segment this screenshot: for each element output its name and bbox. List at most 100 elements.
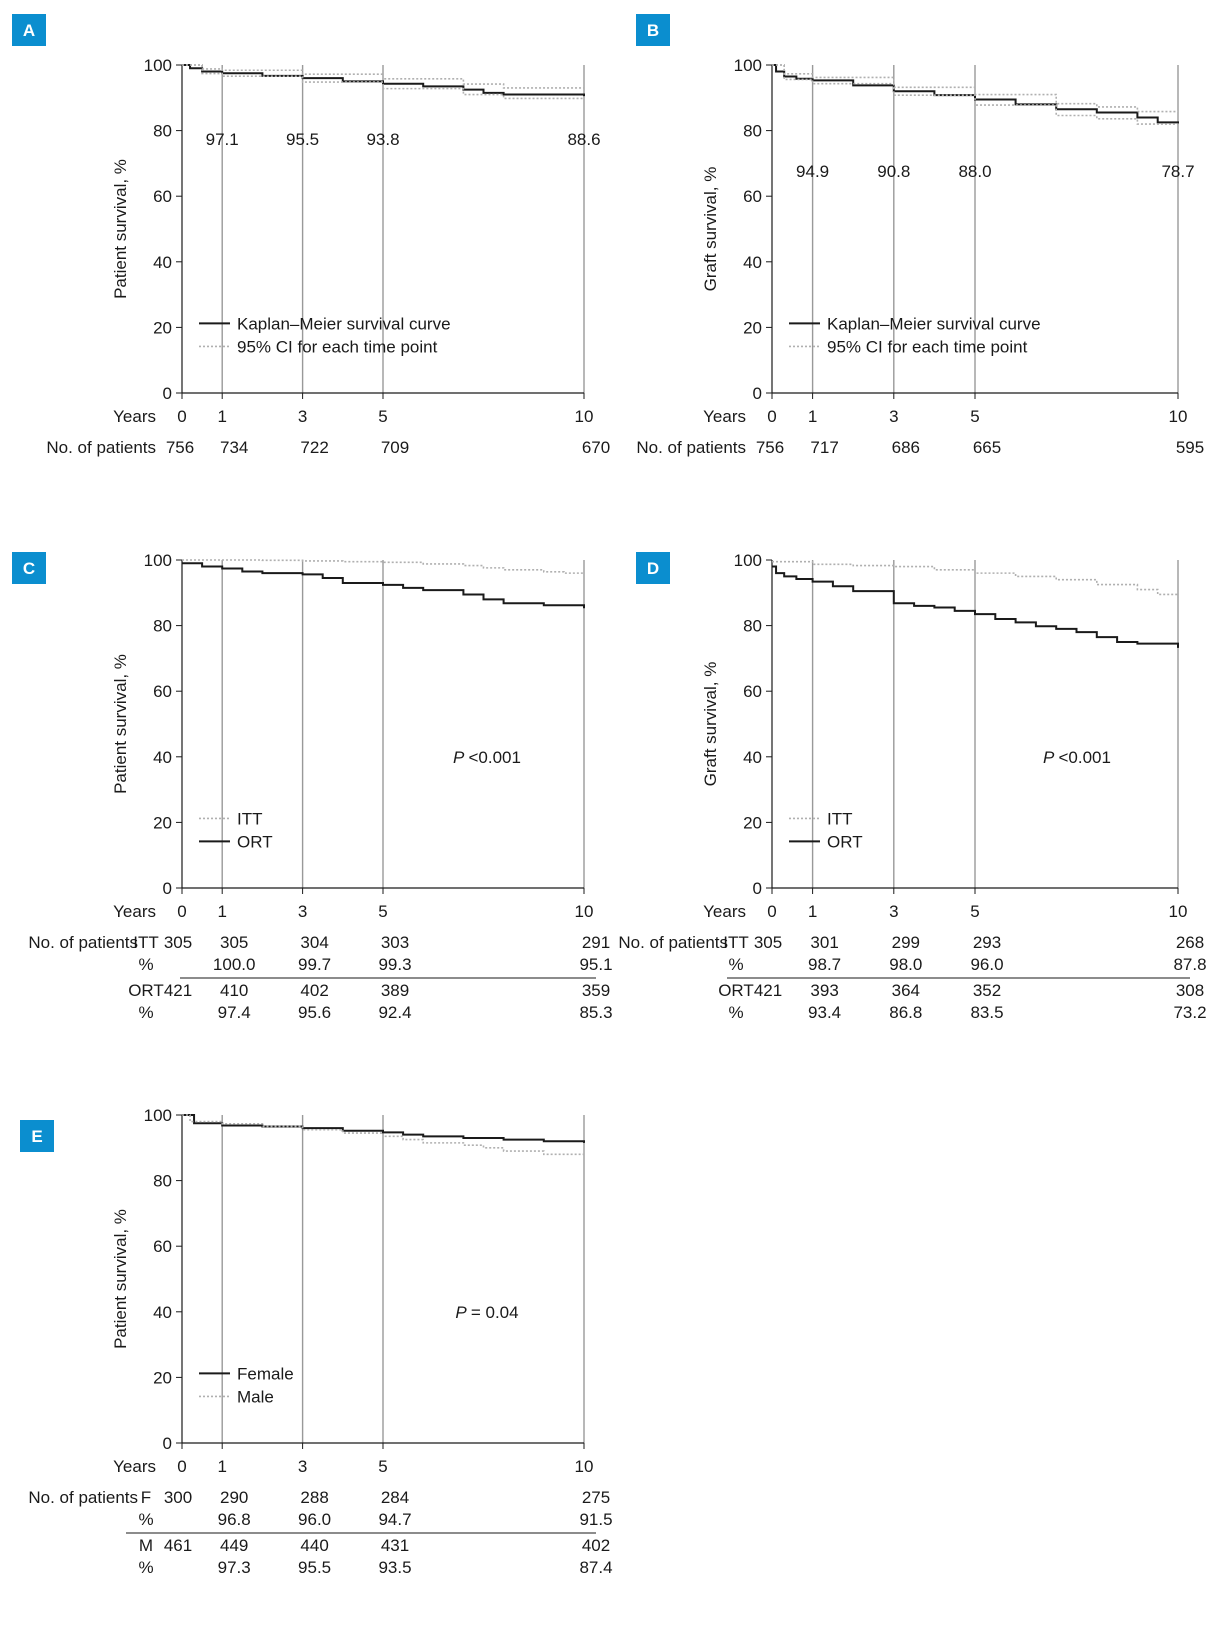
y-tick-label: 40 xyxy=(743,748,762,767)
table-cell: 308 xyxy=(1176,981,1204,1000)
legend-label: Male xyxy=(237,1387,274,1406)
table-cell: 431 xyxy=(381,1536,409,1555)
table-cell: 73.2 xyxy=(1173,1003,1206,1022)
x-tick-label: 0 xyxy=(767,407,776,426)
table-cell: 364 xyxy=(892,981,920,1000)
y-tick-label: 60 xyxy=(743,187,762,206)
x-tick-label: 10 xyxy=(575,407,594,426)
survival-annotation: 95.5 xyxy=(286,130,319,149)
table-cell: 756 xyxy=(756,438,784,457)
table-cell: 717 xyxy=(810,438,838,457)
legend-label: ORT xyxy=(237,832,273,851)
table-cell: 352 xyxy=(973,981,1001,1000)
y-tick-label: 20 xyxy=(743,813,762,832)
y-tick-label: 20 xyxy=(153,318,172,337)
table-cell: 421 xyxy=(164,981,192,1000)
table-cell: 421 xyxy=(754,981,782,1000)
y-tick-label: 0 xyxy=(163,384,172,403)
panel-badge-letter: B xyxy=(647,21,659,40)
table-cell: 275 xyxy=(582,1488,610,1507)
panel-badge xyxy=(12,14,46,46)
x-tick-label: 1 xyxy=(217,902,226,921)
table-cell: 87.4 xyxy=(579,1558,612,1577)
survival-annotation: 88.0 xyxy=(958,162,991,181)
x-tick-label: 10 xyxy=(575,1457,594,1476)
table-cell: 722 xyxy=(300,438,328,457)
table-group-label: % xyxy=(138,1003,153,1022)
table-cell: 97.4 xyxy=(218,1003,251,1022)
p-value-label: P = 0.04 xyxy=(455,1303,518,1322)
survival-annotation: 94.9 xyxy=(796,162,829,181)
panel-e: E 0 20 40 60 80 100 0 1 3 5 10 Patient survival, % P … xyxy=(20,1106,613,1577)
table-cell: 98.0 xyxy=(889,955,922,974)
table-cell: 301 xyxy=(810,933,838,952)
legend-label: 95% CI for each time point xyxy=(237,337,438,356)
table-group-label: M xyxy=(139,1536,153,1555)
table-group-label: % xyxy=(138,955,153,974)
table-cell: 100.0 xyxy=(213,955,256,974)
legend-label: 95% CI for each time point xyxy=(827,337,1028,356)
legend-label: Kaplan–Meier survival curve xyxy=(237,314,451,333)
x-tick-label: 1 xyxy=(808,902,817,921)
y-tick-label: 40 xyxy=(153,253,172,272)
table-cell: 91.5 xyxy=(579,1510,612,1529)
table-cell: 93.4 xyxy=(808,1003,841,1022)
table-cell: 756 xyxy=(166,438,194,457)
table-cell: 734 xyxy=(220,438,248,457)
survival-annotation: 97.1 xyxy=(206,130,239,149)
table-cell: 410 xyxy=(220,981,248,1000)
y-tick-label: 80 xyxy=(153,617,172,636)
table-row-label: No. of patients xyxy=(636,438,746,457)
series-line xyxy=(772,565,1179,648)
table-cell: 95.6 xyxy=(298,1003,331,1022)
y-tick-label: 0 xyxy=(163,1434,172,1453)
x-tick-label: 1 xyxy=(217,1457,226,1476)
x-tick-label: 1 xyxy=(217,407,226,426)
table-row-label: No. of patients xyxy=(46,438,156,457)
y-tick-label: 100 xyxy=(734,551,762,570)
x-tick-label: 5 xyxy=(378,407,387,426)
y-tick-label: 0 xyxy=(163,879,172,898)
x-tick-label: 10 xyxy=(575,902,594,921)
panel-badge-letter: D xyxy=(647,559,659,578)
table-cell: 99.7 xyxy=(298,955,331,974)
table-cell: 299 xyxy=(892,933,920,952)
p-value-label: P <0.001 xyxy=(453,748,521,767)
legend-label: ORT xyxy=(827,832,863,851)
y-axis-label: Patient survival, % xyxy=(111,159,130,299)
table-row-label: No. of patients xyxy=(28,933,138,952)
table-group-label: % xyxy=(138,1558,153,1577)
y-tick-label: 100 xyxy=(734,56,762,75)
table-cell: 87.8 xyxy=(1173,955,1206,974)
x-tick-label: 3 xyxy=(889,902,898,921)
y-axis-label: Patient survival, % xyxy=(111,654,130,794)
table-cell: 95.1 xyxy=(579,955,612,974)
table-cell: 92.4 xyxy=(378,1003,411,1022)
panel-a: A 0 20 40 60 80 100 0 1 3 5 10 Patient survival, % 97… xyxy=(12,14,610,457)
series-line xyxy=(772,560,1179,601)
panel-badge xyxy=(12,552,46,584)
y-tick-label: 80 xyxy=(153,122,172,141)
p-value-label: P <0.001 xyxy=(1043,748,1111,767)
survival-annotation: 93.8 xyxy=(366,130,399,149)
years-label: Years xyxy=(113,902,156,921)
table-row-label: No. of patients xyxy=(618,933,728,952)
table-cell: 96.8 xyxy=(218,1510,251,1529)
y-tick-label: 80 xyxy=(743,617,762,636)
y-tick-label: 60 xyxy=(153,682,172,701)
table-cell: 83.5 xyxy=(970,1003,1003,1022)
y-tick-label: 0 xyxy=(753,879,762,898)
table-row-label: No. of patients xyxy=(28,1488,138,1507)
table-cell: 284 xyxy=(381,1488,409,1507)
table-cell: 303 xyxy=(381,933,409,952)
table-cell: 304 xyxy=(300,933,328,952)
table-cell: 96.0 xyxy=(298,1510,331,1529)
table-cell: 288 xyxy=(300,1488,328,1507)
y-tick-label: 60 xyxy=(743,682,762,701)
table-cell: 95.5 xyxy=(298,1558,331,1577)
years-label: Years xyxy=(113,1457,156,1476)
y-tick-label: 20 xyxy=(153,813,172,832)
y-axis-label: Graft survival, % xyxy=(701,167,720,292)
x-tick-label: 3 xyxy=(298,1457,307,1476)
legend-label: ITT xyxy=(237,809,263,828)
